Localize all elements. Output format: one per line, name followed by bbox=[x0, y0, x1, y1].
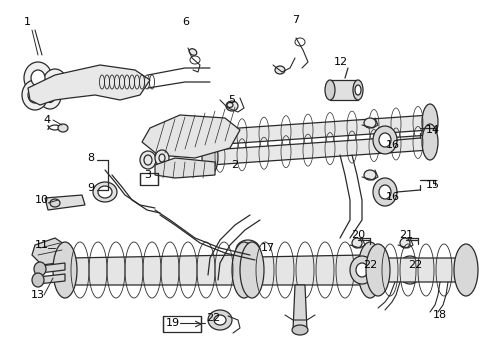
Text: 1: 1 bbox=[23, 17, 30, 27]
Polygon shape bbox=[155, 158, 215, 178]
Ellipse shape bbox=[240, 242, 264, 298]
Ellipse shape bbox=[397, 256, 421, 284]
Ellipse shape bbox=[50, 199, 60, 207]
Ellipse shape bbox=[354, 85, 360, 95]
Polygon shape bbox=[45, 195, 85, 210]
Ellipse shape bbox=[24, 62, 52, 94]
Ellipse shape bbox=[363, 118, 375, 128]
Ellipse shape bbox=[32, 273, 44, 287]
Ellipse shape bbox=[140, 151, 156, 169]
Ellipse shape bbox=[28, 87, 42, 103]
Ellipse shape bbox=[155, 150, 169, 166]
Ellipse shape bbox=[351, 238, 361, 248]
Text: 4: 4 bbox=[43, 115, 50, 125]
Ellipse shape bbox=[39, 83, 61, 109]
Text: 3: 3 bbox=[144, 170, 151, 180]
Ellipse shape bbox=[98, 186, 112, 198]
Polygon shape bbox=[38, 274, 65, 284]
Text: 11: 11 bbox=[35, 240, 49, 250]
Text: 8: 8 bbox=[87, 153, 94, 163]
Ellipse shape bbox=[236, 240, 260, 260]
Ellipse shape bbox=[58, 124, 68, 132]
Text: 9: 9 bbox=[87, 183, 94, 193]
Ellipse shape bbox=[49, 76, 61, 90]
Polygon shape bbox=[329, 80, 357, 100]
Ellipse shape bbox=[365, 244, 389, 296]
Text: 6: 6 bbox=[182, 17, 189, 27]
Ellipse shape bbox=[202, 119, 218, 155]
Text: 13: 13 bbox=[31, 290, 45, 300]
Ellipse shape bbox=[207, 310, 231, 330]
Text: 16: 16 bbox=[385, 192, 399, 202]
Polygon shape bbox=[28, 65, 150, 105]
Ellipse shape bbox=[291, 325, 307, 335]
Text: 22: 22 bbox=[407, 260, 421, 270]
Ellipse shape bbox=[349, 256, 373, 284]
Text: 18: 18 bbox=[432, 310, 446, 320]
Text: 16: 16 bbox=[385, 140, 399, 150]
Text: 19: 19 bbox=[165, 318, 180, 328]
Ellipse shape bbox=[325, 80, 334, 100]
Ellipse shape bbox=[399, 238, 409, 248]
Ellipse shape bbox=[363, 170, 375, 180]
Ellipse shape bbox=[453, 244, 477, 296]
Text: 12: 12 bbox=[333, 57, 347, 67]
Ellipse shape bbox=[372, 178, 396, 206]
Polygon shape bbox=[142, 115, 240, 158]
Text: 5: 5 bbox=[228, 95, 235, 105]
Ellipse shape bbox=[231, 242, 256, 298]
Ellipse shape bbox=[93, 182, 117, 202]
Ellipse shape bbox=[31, 70, 45, 86]
Ellipse shape bbox=[202, 139, 218, 175]
Polygon shape bbox=[374, 258, 469, 282]
Ellipse shape bbox=[352, 80, 362, 100]
Text: 22: 22 bbox=[362, 260, 376, 270]
Polygon shape bbox=[209, 115, 429, 145]
Text: 21: 21 bbox=[398, 230, 412, 240]
Text: 7: 7 bbox=[292, 15, 299, 25]
Ellipse shape bbox=[189, 49, 196, 55]
Ellipse shape bbox=[357, 242, 381, 298]
Polygon shape bbox=[62, 255, 247, 285]
Text: 14: 14 bbox=[425, 125, 439, 135]
Text: 17: 17 bbox=[261, 243, 274, 253]
Ellipse shape bbox=[421, 104, 437, 140]
Text: 2: 2 bbox=[231, 160, 238, 170]
Ellipse shape bbox=[53, 242, 77, 298]
Ellipse shape bbox=[34, 262, 46, 276]
Ellipse shape bbox=[378, 133, 390, 147]
Bar bbox=[163, 316, 201, 332]
Text: 22: 22 bbox=[205, 313, 220, 323]
Ellipse shape bbox=[22, 80, 48, 110]
Ellipse shape bbox=[274, 66, 285, 74]
Polygon shape bbox=[40, 263, 65, 273]
Polygon shape bbox=[32, 238, 70, 265]
Ellipse shape bbox=[372, 126, 396, 154]
Text: 20: 20 bbox=[350, 230, 365, 240]
Text: 15: 15 bbox=[425, 180, 439, 190]
Ellipse shape bbox=[225, 101, 238, 111]
Bar bbox=[140, 173, 158, 185]
Polygon shape bbox=[209, 135, 429, 165]
Ellipse shape bbox=[378, 185, 390, 199]
Ellipse shape bbox=[214, 315, 225, 325]
Ellipse shape bbox=[403, 263, 415, 277]
Polygon shape bbox=[247, 255, 374, 285]
Text: 10: 10 bbox=[35, 195, 49, 205]
Polygon shape bbox=[292, 285, 306, 330]
Ellipse shape bbox=[421, 124, 437, 160]
Ellipse shape bbox=[43, 69, 67, 97]
Ellipse shape bbox=[355, 263, 367, 277]
Ellipse shape bbox=[45, 90, 55, 103]
